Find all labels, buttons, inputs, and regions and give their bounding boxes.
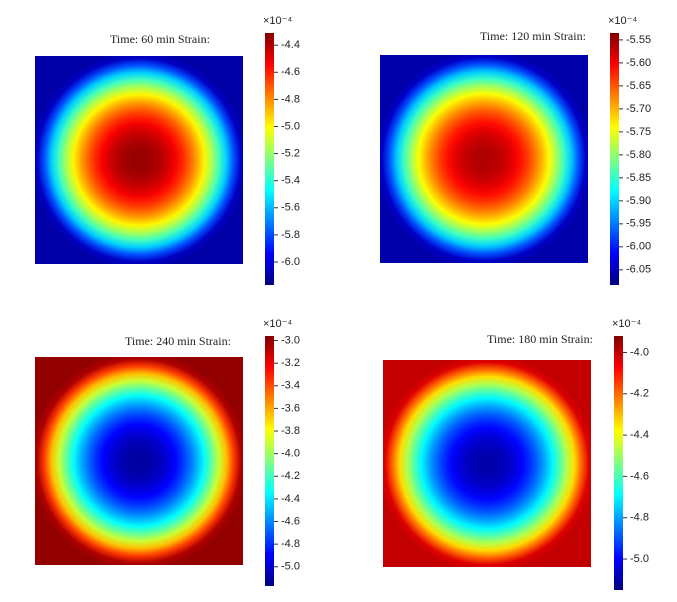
colorbar (614, 336, 623, 590)
colorbar-tick-label: -4.8 (630, 512, 649, 524)
strain-field (35, 56, 243, 264)
strain-field (383, 360, 591, 567)
colorbar-tick-label: -4.0 (630, 346, 649, 358)
colorbar-tick-label: -5.2 (281, 147, 300, 159)
colorbar-tick-label: -5.6 (281, 202, 300, 214)
colorbar-tick-label: -4.6 (281, 66, 300, 78)
colorbar (610, 33, 619, 285)
colorbar-multiplier: ×10⁻⁴ (263, 15, 292, 27)
colorbar (265, 336, 274, 586)
colorbar-tick-label: -3.2 (281, 357, 300, 369)
colorbar-tick-label: -5.95 (626, 218, 651, 230)
colorbar-tick-label: -5.65 (626, 80, 651, 92)
colorbar-tick-label: -5.70 (626, 103, 651, 115)
colorbar-tick-label: -5.90 (626, 195, 651, 207)
panel-title: Time: 120 min Strain: (480, 29, 586, 43)
colorbar-tick-label: -4.4 (281, 493, 300, 505)
colorbar-tick-label: -3.0 (281, 334, 300, 346)
colorbar-tick-label: -4.6 (630, 470, 649, 482)
colorbar-tick-label: -4.8 (281, 93, 300, 105)
colorbar-multiplier: ×10⁻⁴ (263, 318, 292, 330)
colorbar-tick-label: -4.6 (281, 515, 300, 527)
colorbar-tick-label: -5.8 (281, 229, 300, 241)
colorbar-tick-label: -5.0 (281, 120, 300, 132)
panel-title: Time: 60 min Strain: (110, 32, 210, 46)
colorbar-tick-label: -6.00 (626, 241, 651, 253)
colorbar-tick-label: -5.0 (630, 553, 649, 565)
colorbar-tick-label: -6.05 (626, 264, 651, 276)
colorbar-tick-label: -4.8 (281, 538, 300, 550)
colorbar-multiplier: ×10⁻⁴ (612, 318, 641, 330)
colorbar-tick-label: -4.4 (281, 39, 300, 51)
colorbar-tick-label: -5.75 (626, 126, 651, 138)
colorbar-tick-label: -3.6 (281, 402, 300, 414)
strain-field (380, 55, 588, 263)
colorbar-tick-label: -5.4 (281, 175, 300, 187)
colorbar-tick-label: -4.4 (630, 429, 649, 441)
panel-title: Time: 240 min Strain: (125, 334, 231, 348)
colorbar-tick-label: -5.0 (281, 561, 300, 573)
panel-title: Time: 180 min Strain: (487, 332, 593, 346)
colorbar-multiplier: ×10⁻⁴ (608, 15, 637, 27)
colorbar-tick-label: -5.55 (626, 34, 651, 46)
colorbar-tick-label: -3.4 (281, 380, 300, 392)
colorbar-tick-label: -4.2 (630, 388, 649, 400)
colorbar-tick-label: -5.60 (626, 57, 651, 69)
strain-field (35, 357, 243, 565)
colorbar-tick-label: -4.0 (281, 448, 300, 460)
colorbar-tick-label: -4.2 (281, 470, 300, 482)
colorbar-tick-label: -6.0 (281, 256, 300, 268)
colorbar-tick-label: -3.8 (281, 425, 300, 437)
colorbar-tick-label: -5.80 (626, 149, 651, 161)
colorbar (265, 33, 274, 285)
colorbar-tick-label: -5.85 (626, 172, 651, 184)
